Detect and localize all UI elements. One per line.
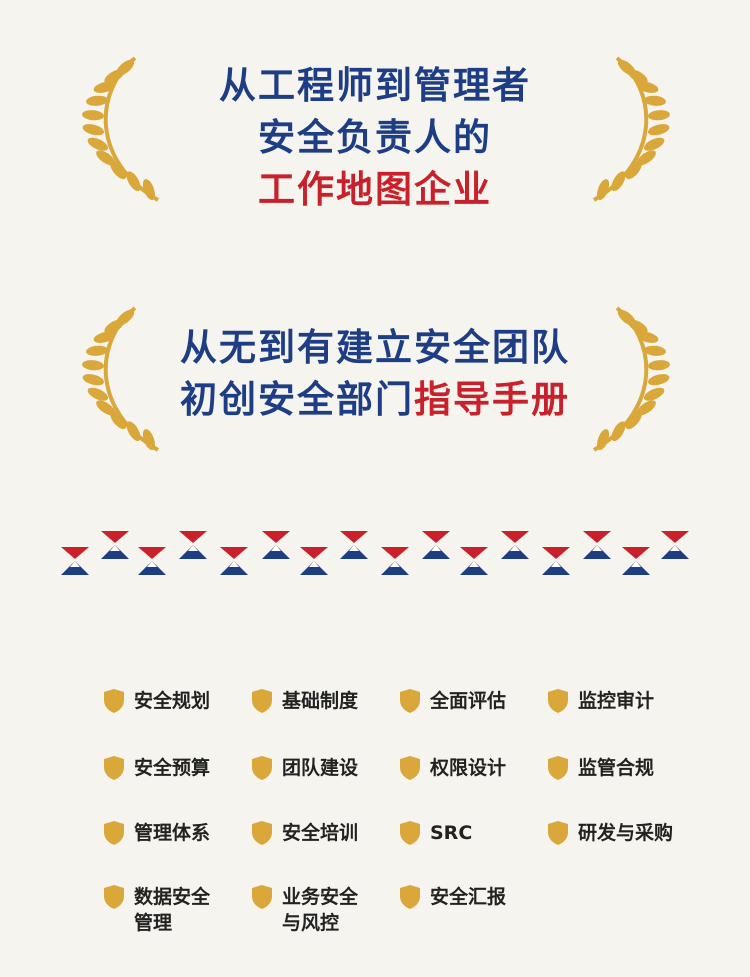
headline-2-line-2: 初创安全部门指导手册 — [0, 377, 750, 423]
topic-item: 研发与采购 — [546, 820, 673, 846]
topic-item: 安全汇报 — [398, 884, 506, 910]
shield-icon — [252, 756, 272, 780]
headline-2-line-2-blue: 初创安全部门 — [180, 378, 414, 421]
topic-label: 安全培训 — [282, 822, 359, 844]
shield-icon — [548, 756, 568, 780]
topic-label: 研发与采购 — [578, 822, 674, 844]
topic-item: 安全规划 — [102, 688, 210, 714]
shield-icon — [104, 821, 124, 845]
topic-label: 安全预算 — [134, 757, 211, 779]
topic-item: 监控审计 — [546, 688, 654, 714]
topic-label: 监管合规 — [578, 757, 655, 779]
topic-item: 业务安全 与风控 — [250, 884, 358, 936]
shield-icon — [252, 885, 272, 909]
topic-label: 安全规划 — [134, 690, 211, 712]
shield-icon — [400, 689, 420, 713]
shield-icon — [104, 885, 124, 909]
headline-2-line-1: 从无到有建立安全团队 — [180, 326, 570, 369]
topic-item: 全面评估 — [398, 688, 506, 714]
topic-item: 安全预算 — [102, 755, 210, 781]
topic-label: 团队建设 — [282, 757, 359, 779]
hourglass-pattern-icon — [61, 531, 689, 575]
topic-label: 监控审计 — [578, 690, 655, 712]
headline-1-line-2: 安全负责人的 — [258, 116, 492, 159]
laurel-left-icon — [82, 56, 160, 202]
topic-label: 基础制度 — [282, 690, 359, 712]
laurel-right-icon — [592, 56, 670, 202]
shield-icon — [252, 689, 272, 713]
shield-icon — [104, 689, 124, 713]
topic-label: 权限设计 — [430, 757, 507, 779]
shield-icon — [548, 821, 568, 845]
topic-item: 团队建设 — [250, 755, 358, 781]
topic-label: 业务安全 与风控 — [282, 886, 359, 934]
shield-icon — [548, 689, 568, 713]
topic-item: SRC — [398, 820, 472, 846]
laurel-left-icon — [82, 306, 160, 452]
topic-label: 安全汇报 — [430, 886, 507, 908]
topic-label: SRC — [430, 822, 473, 844]
shield-icon — [104, 756, 124, 780]
headline-1-line-1: 从工程师到管理者 — [219, 64, 531, 107]
topic-label: 管理体系 — [134, 822, 211, 844]
topic-item: 监管合规 — [546, 755, 654, 781]
headline-1-line-3: 工作地图企业 — [258, 168, 492, 211]
laurel-right-icon — [592, 306, 670, 452]
shield-icon — [400, 885, 420, 909]
topic-label: 全面评估 — [430, 690, 507, 712]
headline-2-line-2-red: 指导手册 — [414, 378, 570, 421]
topic-item: 安全培训 — [250, 820, 358, 846]
shield-icon — [252, 821, 272, 845]
topic-item: 基础制度 — [250, 688, 358, 714]
shield-icon — [400, 756, 420, 780]
topic-item: 权限设计 — [398, 755, 506, 781]
topic-item: 管理体系 — [102, 820, 210, 846]
topic-item: 数据安全 管理 — [102, 884, 210, 936]
topic-label: 数据安全 管理 — [134, 886, 211, 934]
shield-icon — [400, 821, 420, 845]
